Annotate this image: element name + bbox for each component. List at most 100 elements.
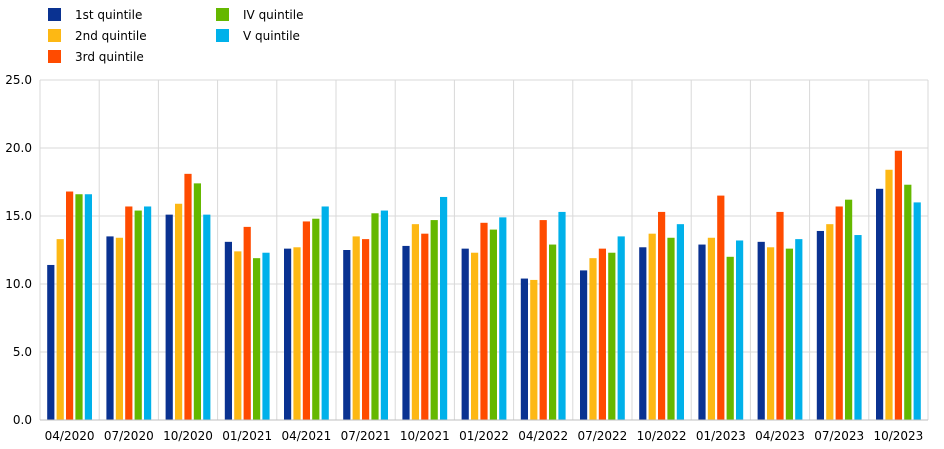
bar: [184, 173, 192, 420]
bar: [757, 241, 765, 420]
legend-swatch: [48, 29, 61, 42]
bar: [639, 247, 647, 420]
bar: [402, 245, 410, 420]
bar: [75, 194, 83, 420]
y-tick-label: 25.0: [5, 73, 32, 87]
bar: [411, 224, 419, 420]
bar: [224, 241, 232, 420]
bar: [234, 251, 242, 420]
bar: [539, 220, 547, 420]
legend-label: 3rd quintile: [75, 50, 144, 64]
bar: [352, 236, 360, 420]
bar: [430, 220, 438, 420]
bar: [767, 247, 775, 420]
y-tick-label: 20.0: [5, 141, 32, 155]
legend-label: IV quintile: [243, 8, 303, 22]
legend-swatch: [48, 50, 61, 63]
bar: [56, 239, 64, 420]
bar: [362, 239, 370, 420]
bar: [717, 195, 725, 420]
y-tick-label: 10.0: [5, 277, 32, 291]
bar: [648, 233, 656, 420]
bar: [106, 236, 114, 420]
bar: [904, 184, 912, 420]
bar: [520, 278, 528, 420]
bar: [489, 229, 497, 420]
bar: [144, 206, 152, 420]
bar: [785, 248, 793, 420]
x-tick-label: 10/2022: [637, 429, 687, 443]
bar: [854, 235, 862, 420]
x-tick-label: 07/2023: [814, 429, 864, 443]
x-tick-label: 04/2020: [45, 429, 95, 443]
legend-label: V quintile: [243, 29, 300, 43]
y-tick-label: 0.0: [13, 413, 32, 427]
bar: [876, 188, 884, 420]
bar: [284, 248, 292, 420]
bar: [608, 252, 616, 420]
x-tick-label: 01/2022: [459, 429, 509, 443]
bar: [47, 264, 55, 420]
bar: [125, 206, 133, 420]
bar: [312, 218, 320, 420]
x-tick-label: 04/2023: [755, 429, 805, 443]
bar: [66, 191, 74, 420]
bar: [658, 211, 666, 420]
bar: [84, 194, 92, 420]
bar: [617, 236, 625, 420]
legend-swatch: [216, 8, 229, 21]
y-tick-label: 5.0: [13, 345, 32, 359]
bar: [203, 214, 211, 420]
bar: [302, 221, 310, 420]
bar: [165, 214, 173, 420]
x-tick-label: 04/2021: [281, 429, 331, 443]
bar: [698, 244, 706, 420]
bar: [816, 230, 824, 420]
bar: [440, 196, 448, 420]
x-tick-label: 04/2022: [518, 429, 568, 443]
bar: [894, 150, 902, 420]
bar: [885, 169, 893, 420]
bar: [558, 211, 566, 420]
bar: [371, 213, 379, 420]
bar: [193, 183, 201, 420]
bar: [795, 239, 803, 420]
bar: [115, 237, 123, 420]
bar: [707, 237, 715, 420]
bar: [676, 224, 684, 420]
bar: [480, 222, 488, 420]
bar: [461, 248, 469, 420]
bar: [343, 250, 351, 420]
bar: [549, 244, 557, 420]
x-tick-label: 07/2021: [341, 429, 391, 443]
legend-swatch: [216, 29, 229, 42]
bar: [253, 258, 261, 420]
y-tick-label: 15.0: [5, 209, 32, 223]
bar: [134, 210, 142, 420]
legend-label: 1st quintile: [75, 8, 142, 22]
bar: [826, 224, 834, 420]
bar: [726, 256, 734, 420]
legend-label: 2nd quintile: [75, 29, 147, 43]
x-tick-label: 10/2023: [873, 429, 923, 443]
bar: [580, 270, 588, 420]
bar: [845, 199, 853, 420]
bar: [667, 237, 675, 420]
bar: [499, 217, 507, 420]
bar: [530, 279, 538, 420]
bar: [471, 252, 479, 420]
bar: [913, 202, 921, 420]
bar: [598, 248, 606, 420]
bar: [262, 252, 270, 420]
x-tick-label: 01/2021: [222, 429, 272, 443]
bar: [380, 210, 388, 420]
bar: [175, 203, 183, 420]
x-tick-label: 07/2020: [104, 429, 154, 443]
x-tick-label: 10/2021: [400, 429, 450, 443]
bar: [321, 206, 329, 420]
x-tick-label: 07/2022: [577, 429, 627, 443]
x-tick-label: 01/2023: [696, 429, 746, 443]
legend-swatch: [48, 8, 61, 21]
bar: [835, 206, 843, 420]
